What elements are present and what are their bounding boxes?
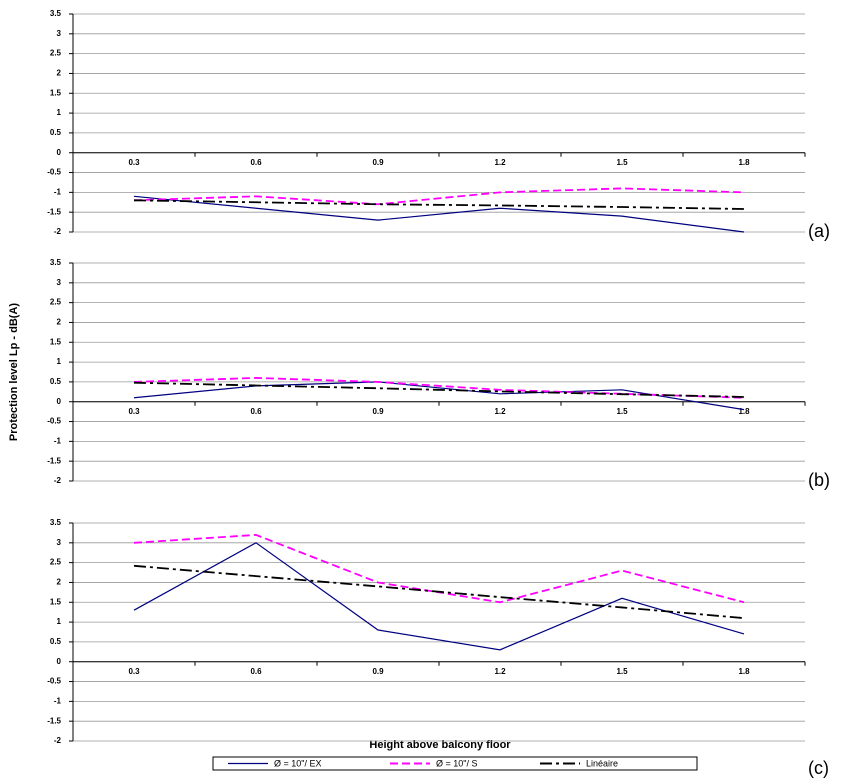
series-line (133, 199, 745, 210)
panel-label: (a) (808, 221, 830, 241)
x-tick-label: 1.8 (738, 667, 750, 676)
y-tick-label: -1.5 (47, 716, 61, 725)
y-tick-label: 1 (57, 108, 62, 117)
x-tick-label: 1.5 (616, 407, 628, 416)
x-tick-label: 0.6 (250, 407, 262, 416)
y-tick-label: 2 (57, 578, 62, 587)
x-tick-label: 0.6 (250, 667, 262, 676)
series-line (133, 195, 745, 233)
y-tick-label: 2 (57, 69, 62, 78)
legend-label: Linéaire (586, 758, 618, 768)
y-tick-label: 0.5 (50, 637, 62, 646)
y-tick-label: 2 (57, 318, 62, 327)
x-tick-label: 0.9 (372, 667, 384, 676)
series-line (133, 187, 745, 206)
y-tick-label: -2 (54, 736, 62, 745)
x-tick-label: 1.8 (738, 158, 750, 167)
x-tick-label: 0.3 (128, 158, 140, 167)
x-tick-label: 1.2 (494, 667, 506, 676)
y-tick-label: -1 (54, 696, 62, 705)
y-tick-label: -1 (54, 187, 62, 196)
y-tick-label: 3.5 (50, 518, 62, 527)
y-tick-label: 3 (57, 29, 62, 38)
y-tick-label: 0 (57, 397, 62, 406)
y-tick-label: 3.5 (50, 258, 62, 267)
y-tick-label: -1.5 (47, 207, 61, 216)
legend-box (212, 756, 698, 771)
y-tick-label: -0.5 (47, 417, 61, 426)
y-tick-label: -0.5 (47, 677, 61, 686)
series-line (133, 381, 745, 398)
y-tick-label: 2.5 (50, 558, 62, 567)
panel-label: (c) (808, 758, 829, 778)
y-tick-label: 3.5 (50, 9, 62, 18)
y-tick-label: 3 (57, 278, 62, 287)
y-tick-label: -2 (54, 476, 62, 485)
y-tick-label: 0.5 (50, 128, 62, 137)
legend-label: Ø = 10"/ S (436, 758, 477, 768)
y-tick-label: 0.5 (50, 377, 62, 386)
x-tick-label: 1.5 (616, 158, 628, 167)
x-tick-label: 1.8 (738, 407, 750, 416)
y-tick-label: -2 (54, 227, 62, 236)
y-tick-label: 1.5 (50, 88, 62, 97)
y-tick-label: -1 (54, 436, 62, 445)
x-axis-title: Height above balcony floor (369, 739, 511, 751)
y-tick-label: -1.5 (47, 456, 61, 465)
y-tick-label: 3 (57, 538, 62, 547)
x-tick-label: 0.3 (128, 667, 140, 676)
y-tick-label: 0 (57, 657, 62, 666)
x-tick-label: 1.2 (494, 407, 506, 416)
x-tick-label: 0.9 (372, 407, 384, 416)
y-tick-label: 2.5 (50, 298, 62, 307)
x-tick-label: 1.5 (616, 667, 628, 676)
series-line (133, 564, 745, 620)
y-tick-label: 0 (57, 148, 62, 157)
y-tick-label: 2.5 (50, 49, 62, 58)
y-tick-label: 1.5 (50, 597, 62, 606)
legend-label: Ø = 10"/ EX (274, 758, 321, 768)
x-tick-label: 0.6 (250, 158, 262, 167)
y-tick-label: 1 (57, 617, 62, 626)
series-line (133, 542, 745, 651)
series-line (133, 381, 745, 411)
y-tick-label: 1.5 (50, 337, 62, 346)
y-tick-label: 1 (57, 357, 62, 366)
y-tick-label: -0.5 (47, 168, 61, 177)
x-tick-label: 1.2 (494, 158, 506, 167)
x-tick-label: 0.3 (128, 407, 140, 416)
y-axis-title: Protection level Lp - dB(A) (8, 303, 20, 441)
panel-label: (b) (808, 470, 830, 490)
x-tick-label: 0.9 (372, 158, 384, 167)
